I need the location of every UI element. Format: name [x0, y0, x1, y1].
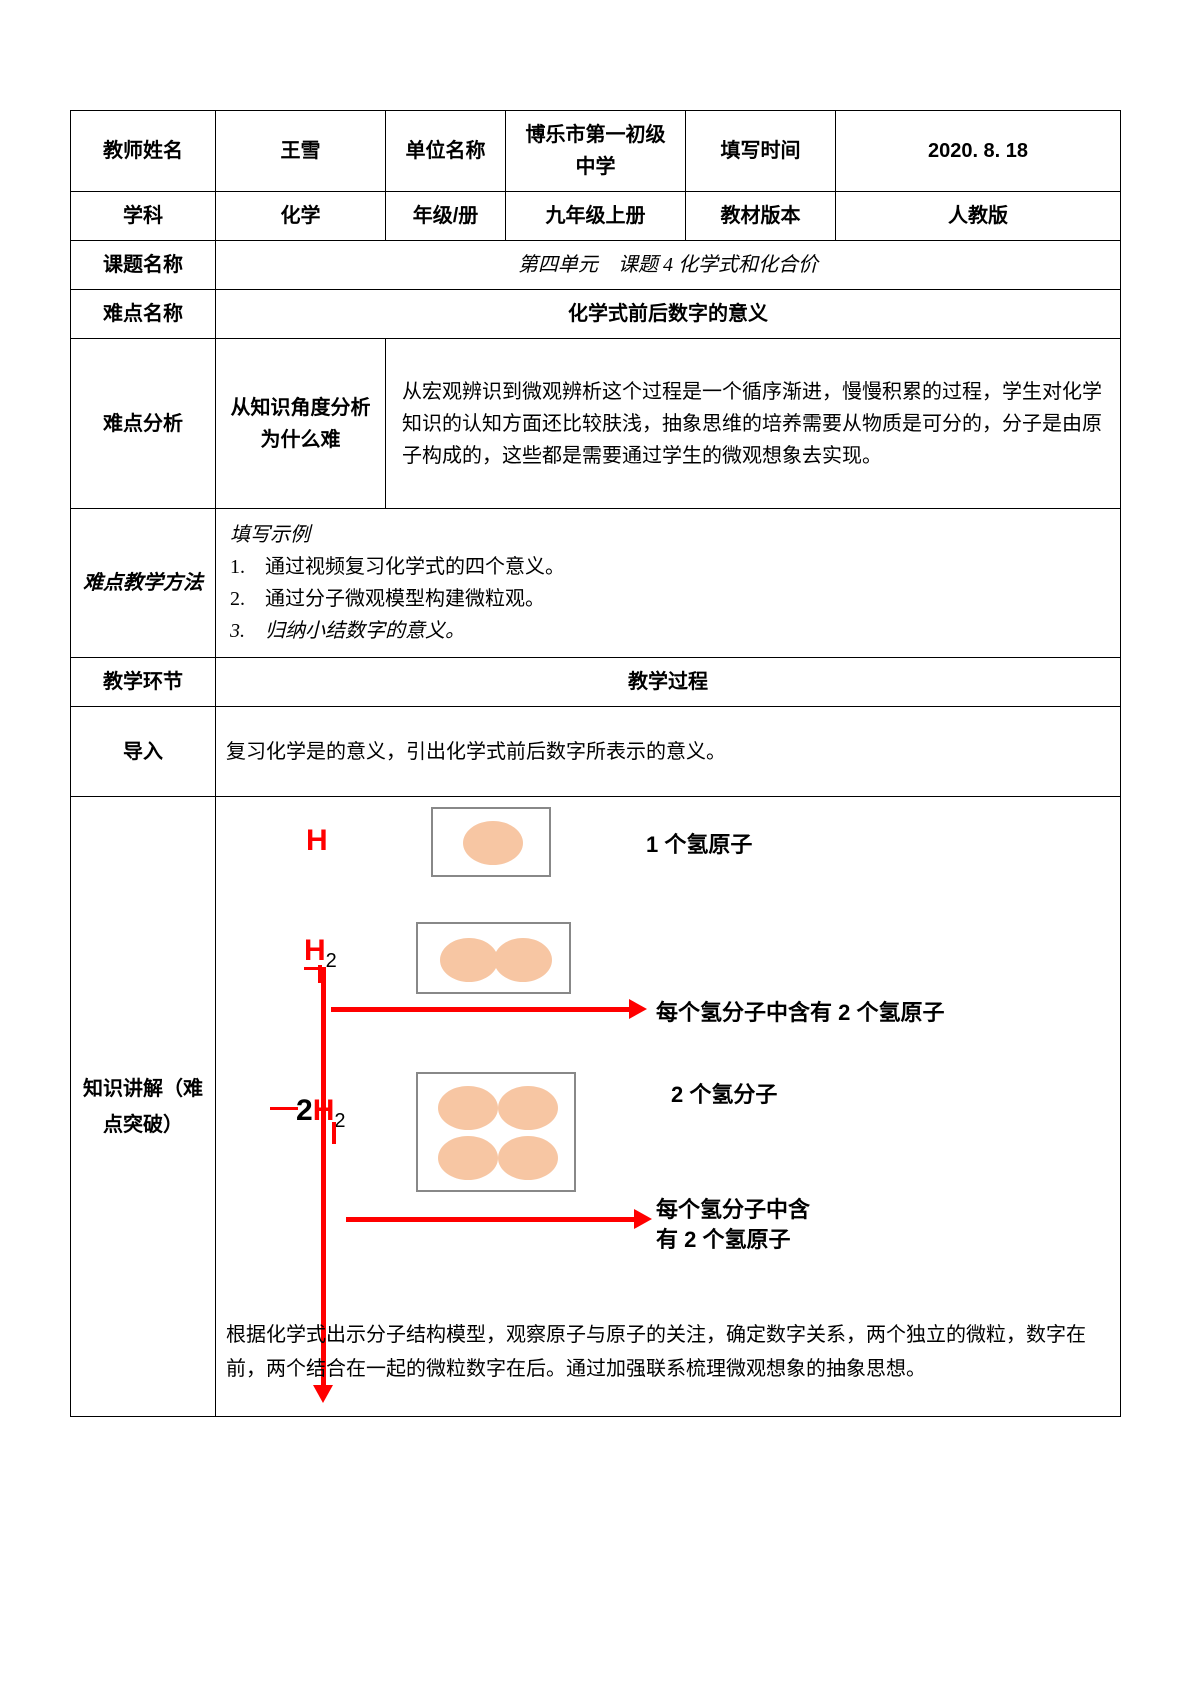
- book-label: 教材版本: [686, 192, 836, 241]
- two-h2-coeff: 2: [296, 1094, 313, 1127]
- desc-2: 每个氢分子中含有 2 个氢原子: [656, 995, 944, 1030]
- atom-icon: [438, 1086, 498, 1130]
- h2-sub: 2: [326, 950, 337, 972]
- red-pre-line: [270, 1107, 298, 1110]
- atom-icon: [438, 1136, 498, 1180]
- desc-4b: 有 2 个氢原子: [656, 1222, 790, 1257]
- teacher-name: 王雪: [216, 111, 386, 192]
- atom-icon: [498, 1136, 558, 1180]
- h-symbol: H: [306, 817, 328, 865]
- process-label: 教学过程: [216, 658, 1121, 707]
- grade-label: 年级/册: [386, 192, 506, 241]
- stage-label: 教学环节: [71, 658, 216, 707]
- methods-item-3: 3. 归纳小结数字的意义。: [230, 615, 1106, 647]
- red-tick-2: [332, 1122, 336, 1144]
- atom-icon: [440, 938, 498, 982]
- atom-box-2: [416, 922, 571, 994]
- diagram-wrap: H 1 个氢原子 H2 每个氢分子中含有 2 个氢原子: [216, 797, 1120, 1416]
- atom-icon: [463, 821, 523, 865]
- lesson-plan-table: 教师姓名 王雪 单位名称 博乐市第一初级中学 填写时间 2020. 8. 18 …: [70, 110, 1121, 1417]
- teacher-name-label: 教师姓名: [71, 111, 216, 192]
- knowledge-diagram-cell: H 1 个氢原子 H2 每个氢分子中含有 2 个氢原子: [216, 797, 1121, 1417]
- difficulty-name-row: 难点名称 化学式前后数字的意义: [71, 290, 1121, 339]
- intro-row: 导入 复习化学是的意义，引出化学式前后数字所表示的意义。: [71, 707, 1121, 797]
- difficulty-name-label: 难点名称: [71, 290, 216, 339]
- difficulty-analysis-sublabel: 从知识角度分析为什么难: [216, 339, 386, 509]
- header-row-2: 学科 化学 年级/册 九年级上册 教材版本 人教版: [71, 192, 1121, 241]
- intro-label: 导入: [71, 707, 216, 797]
- topic-row: 课题名称 第四单元 课题 4 化学式和化合价: [71, 241, 1121, 290]
- difficulty-analysis-text: 从宏观辨识到微观辨析这个过程是一个循序渐进，慢慢积累的过程，学生对化学知识的认知…: [386, 339, 1121, 509]
- intro-text: 复习化学是的意义，引出化学式前后数字所表示的意义。: [216, 707, 1121, 797]
- grade-value: 九年级上册: [506, 192, 686, 241]
- arrow-right-2: [346, 1217, 636, 1222]
- knowledge-row: 知识讲解（难点突破） H 1 个氢原子 H2 每个氢分子中: [71, 797, 1121, 1417]
- process-header-row: 教学环节 教学过程: [71, 658, 1121, 707]
- desc-3: 2 个氢分子: [671, 1077, 777, 1112]
- methods-item-1: 1. 通过视频复习化学式的四个意义。: [230, 551, 1106, 583]
- difficulty-name-value: 化学式前后数字的意义: [216, 290, 1121, 339]
- subject-value: 化学: [216, 192, 386, 241]
- arrow-right-1: [331, 1007, 631, 1012]
- atom-box-3: [416, 1072, 576, 1192]
- atom-icon: [494, 938, 552, 982]
- date-value: 2020. 8. 18: [836, 111, 1121, 192]
- desc-1: 1 个氢原子: [646, 827, 752, 862]
- topic-value: 第四单元 课题 4 化学式和化合价: [216, 241, 1121, 290]
- atom-icon: [498, 1086, 558, 1130]
- header-row-1: 教师姓名 王雪 单位名称 博乐市第一初级中学 填写时间 2020. 8. 18: [71, 111, 1121, 192]
- methods-example-label: 填写示例: [230, 519, 1106, 551]
- book-value: 人教版: [836, 192, 1121, 241]
- h2-h: H: [304, 934, 326, 970]
- knowledge-label: 知识讲解（难点突破）: [71, 797, 216, 1417]
- date-label: 填写时间: [686, 111, 836, 192]
- methods-row: 难点教学方法 填写示例 1. 通过视频复习化学式的四个意义。 2. 通过分子微观…: [71, 509, 1121, 658]
- methods-content: 填写示例 1. 通过视频复习化学式的四个意义。 2. 通过分子微观模型构建微粒观…: [216, 509, 1121, 658]
- methods-item-2: 2. 通过分子微观模型构建微粒观。: [230, 583, 1106, 615]
- two-h2-sub: 2: [334, 1110, 345, 1132]
- knowledge-bottom-text: 根据化学式出示分子结构模型，观察原子与原子的关注，确定数字关系，两个独立的微粒，…: [226, 1318, 1110, 1386]
- subject-label: 学科: [71, 192, 216, 241]
- topic-label: 课题名称: [71, 241, 216, 290]
- unit-name: 博乐市第一初级中学: [506, 111, 686, 192]
- difficulty-analysis-row: 难点分析 从知识角度分析为什么难 从宏观辨识到微观辨析这个过程是一个循序渐进，慢…: [71, 339, 1121, 509]
- atom-box-1: [431, 807, 551, 877]
- unit-label: 单位名称: [386, 111, 506, 192]
- methods-label: 难点教学方法: [71, 509, 216, 658]
- difficulty-analysis-label: 难点分析: [71, 339, 216, 509]
